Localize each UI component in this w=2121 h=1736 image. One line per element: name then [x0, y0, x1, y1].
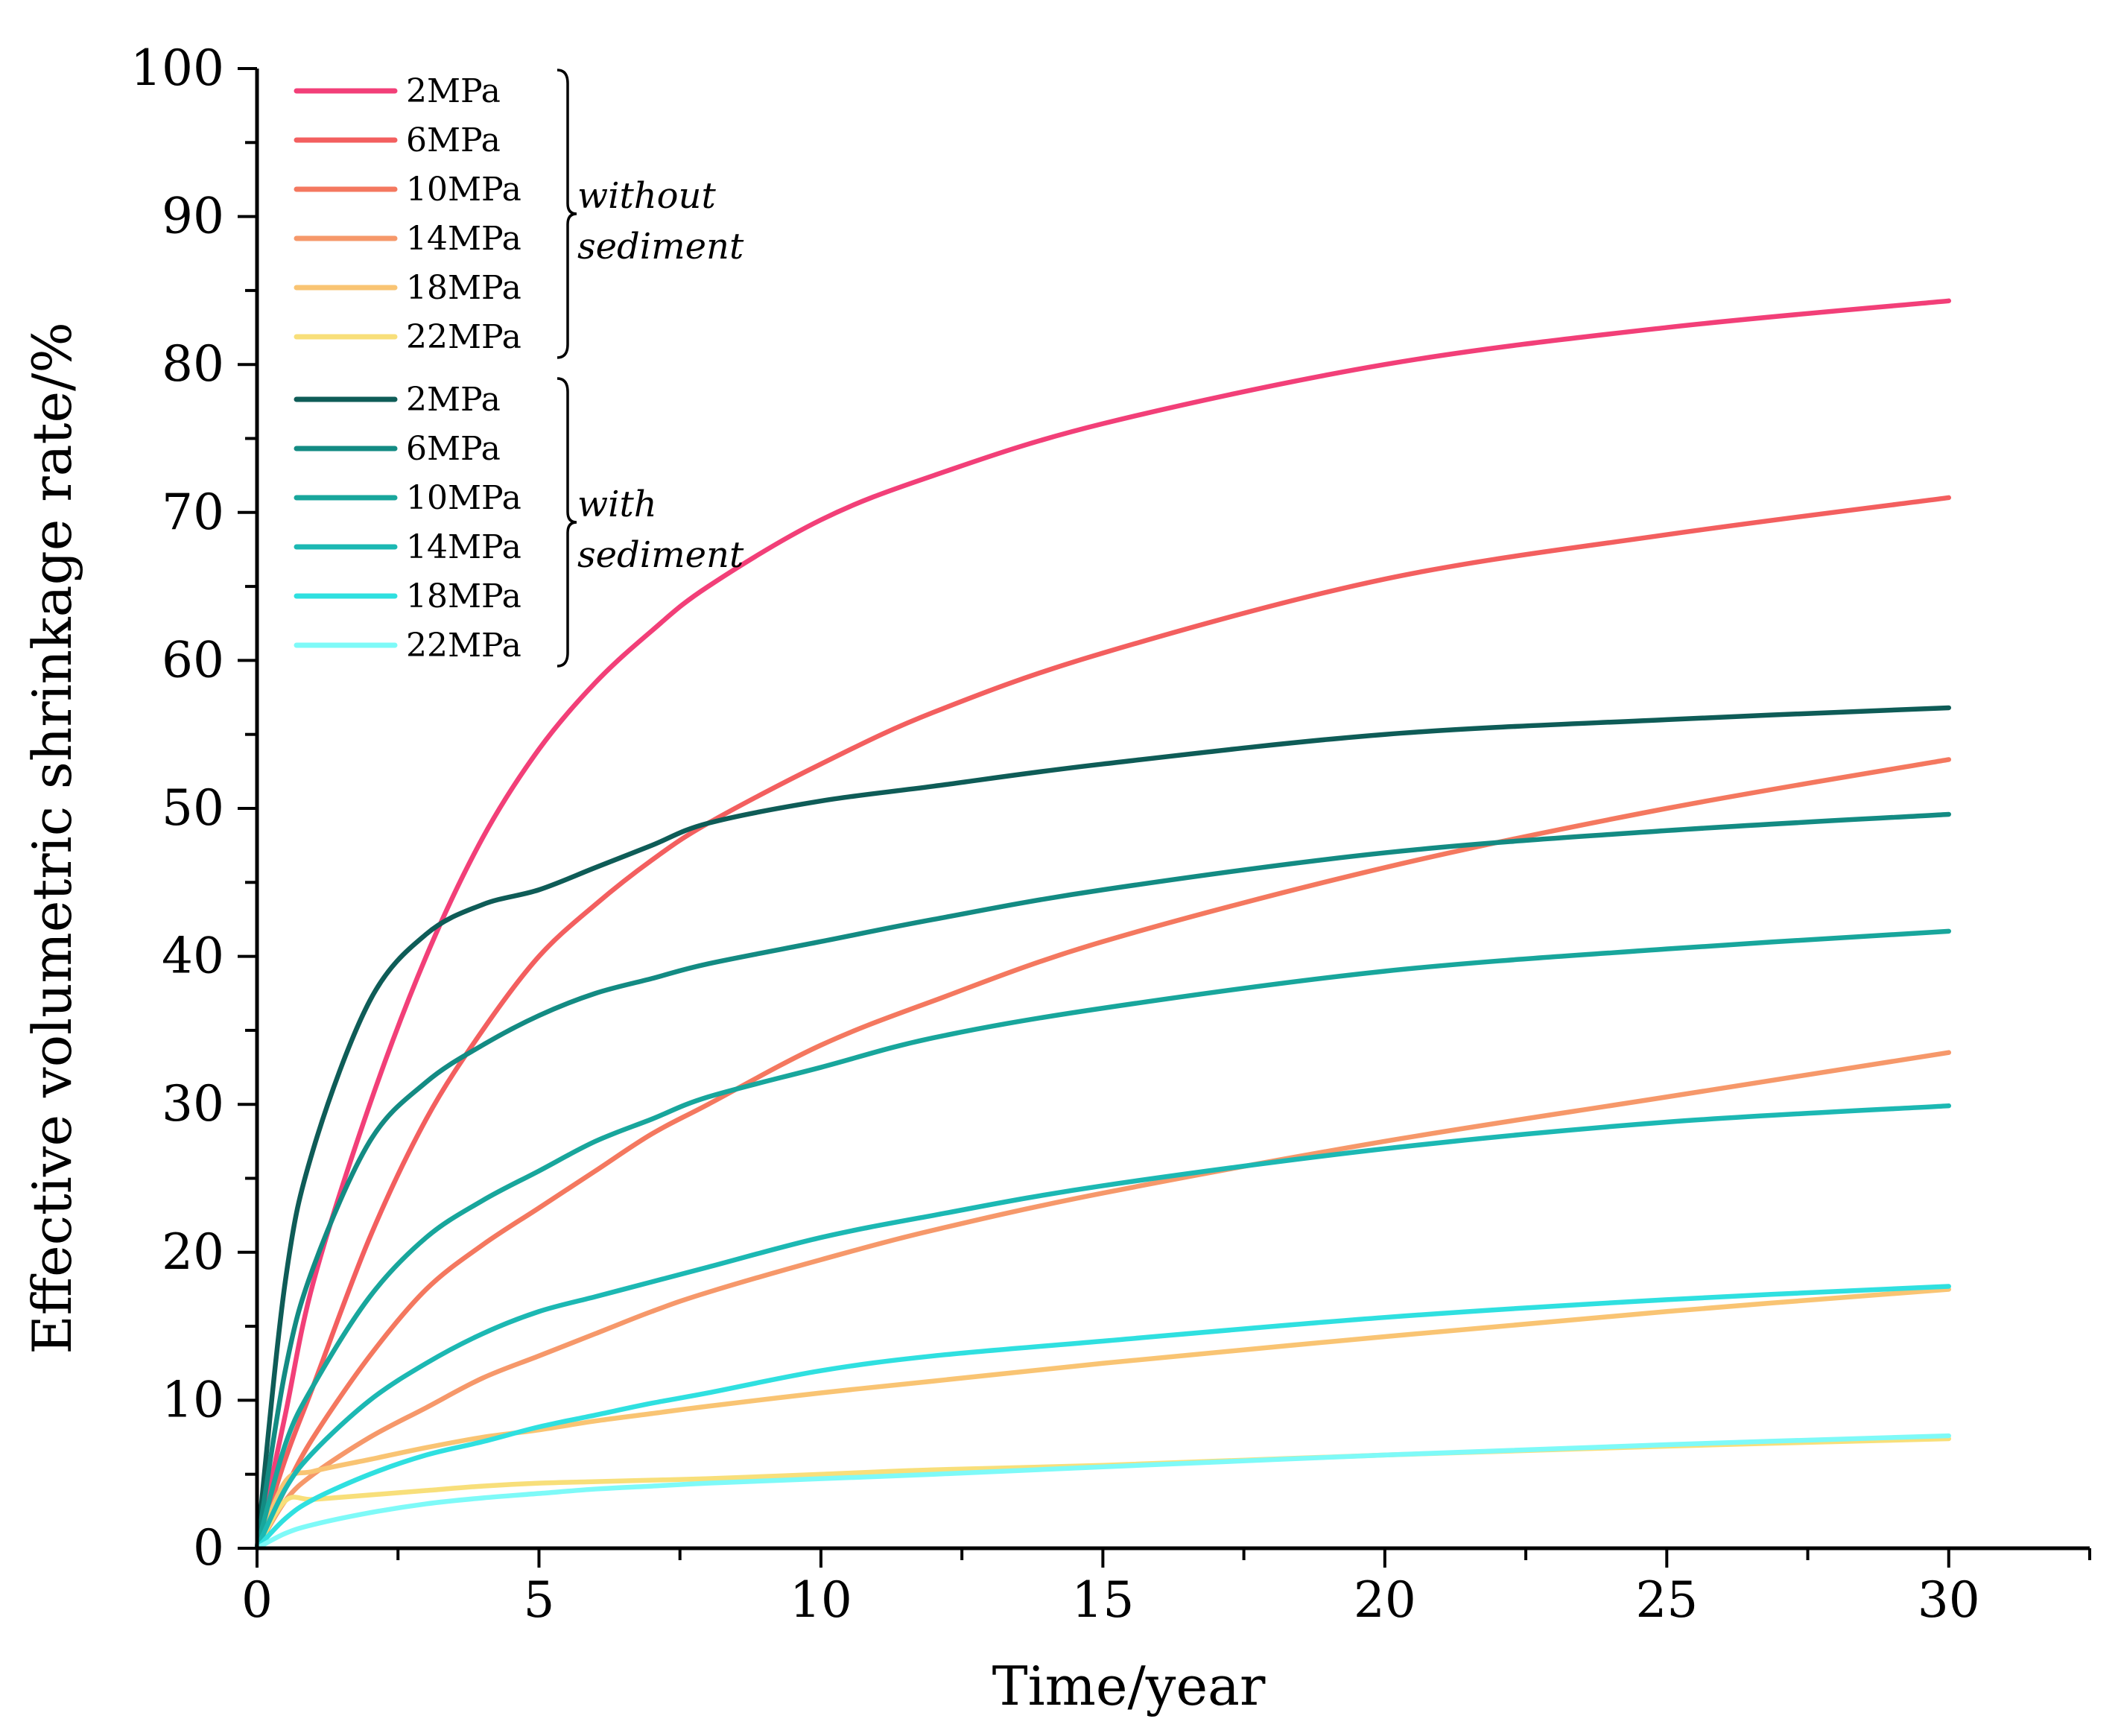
x-tick-label: 10 [790, 1571, 852, 1629]
y-tick-label: 50 [162, 779, 224, 837]
series-line-2mpa-with-sediment [254, 705, 1952, 1551]
legend-group-label: with [577, 484, 657, 525]
legend-group-brace [557, 69, 577, 359]
y-tick-label: 30 [162, 1075, 224, 1132]
x-tick-label: 0 [241, 1571, 273, 1629]
legend-label: 10MPa [406, 171, 521, 209]
y-tick-label: 80 [162, 335, 224, 393]
x-tick-label: 25 [1635, 1571, 1698, 1629]
x-tick-label: 20 [1354, 1571, 1416, 1629]
legend-label: 14MPa [406, 528, 521, 566]
x-tick-label: 30 [1918, 1571, 1980, 1629]
legend-group-label: sediment [577, 534, 744, 576]
legend-group-brace [557, 377, 577, 668]
y-axis-title: Effective volumetric shrinkage rate/% [21, 322, 83, 1355]
legend-label: 18MPa [406, 577, 521, 615]
x-ticks: 0 5 10 15 20 25 30 [241, 1548, 2091, 1629]
series-line-18mpa-with-sediment [254, 1284, 1952, 1551]
series-line-18mpa-without-sediment [254, 1287, 1952, 1551]
y-tick-label: 70 [162, 484, 224, 541]
series-line-10mpa-without-sediment [254, 757, 1952, 1551]
legend-label: 22MPa [406, 318, 521, 356]
y-tick-label: 20 [162, 1223, 224, 1281]
series-line-6mpa-without-sediment [254, 495, 1952, 1551]
y-tick-label: 10 [162, 1371, 224, 1428]
series-line-14mpa-with-sediment [254, 1103, 1952, 1551]
legend-group-label: sediment [577, 226, 744, 267]
legend-label: 18MPa [406, 269, 521, 307]
legend-label: 14MPa [406, 220, 521, 258]
y-ticks: 0 10 20 30 40 50 60 70 80 90 100 [130, 39, 257, 1577]
legend-label: 22MPa [406, 627, 521, 665]
legend-label: 2MPa [406, 72, 501, 110]
legend-label: 10MPa [406, 479, 521, 517]
axes [255, 69, 2090, 1550]
y-tick-label: 40 [162, 928, 224, 985]
series-line-6mpa-with-sediment [254, 811, 1952, 1551]
y-tick-label: 100 [130, 39, 224, 97]
y-tick-label: 90 [162, 188, 224, 245]
legend: 2MPa 6MPa 10MPa 14MPa 18MPa 22MPa 2MPa 6MPa 10MP… [294, 69, 744, 668]
series-line-10mpa-with-sediment [254, 928, 1952, 1551]
x-tick-label: 5 [523, 1571, 554, 1629]
series-line-2mpa-without-sediment [254, 298, 1952, 1551]
y-tick-label: 0 [193, 1519, 224, 1577]
x-tick-label: 15 [1071, 1571, 1134, 1629]
legend-group-label: without [577, 175, 716, 217]
series-lines [254, 298, 1952, 1551]
x-axis-title: Time/year [992, 1655, 1266, 1717]
y-tick-label: 60 [162, 631, 224, 688]
series-line-14mpa-without-sediment [254, 1050, 1952, 1551]
legend-label: 6MPa [406, 121, 501, 159]
series-line-22mpa-with-sediment [254, 1433, 1952, 1551]
legend-label: 2MPa [406, 381, 501, 419]
legend-label: 6MPa [406, 430, 501, 468]
